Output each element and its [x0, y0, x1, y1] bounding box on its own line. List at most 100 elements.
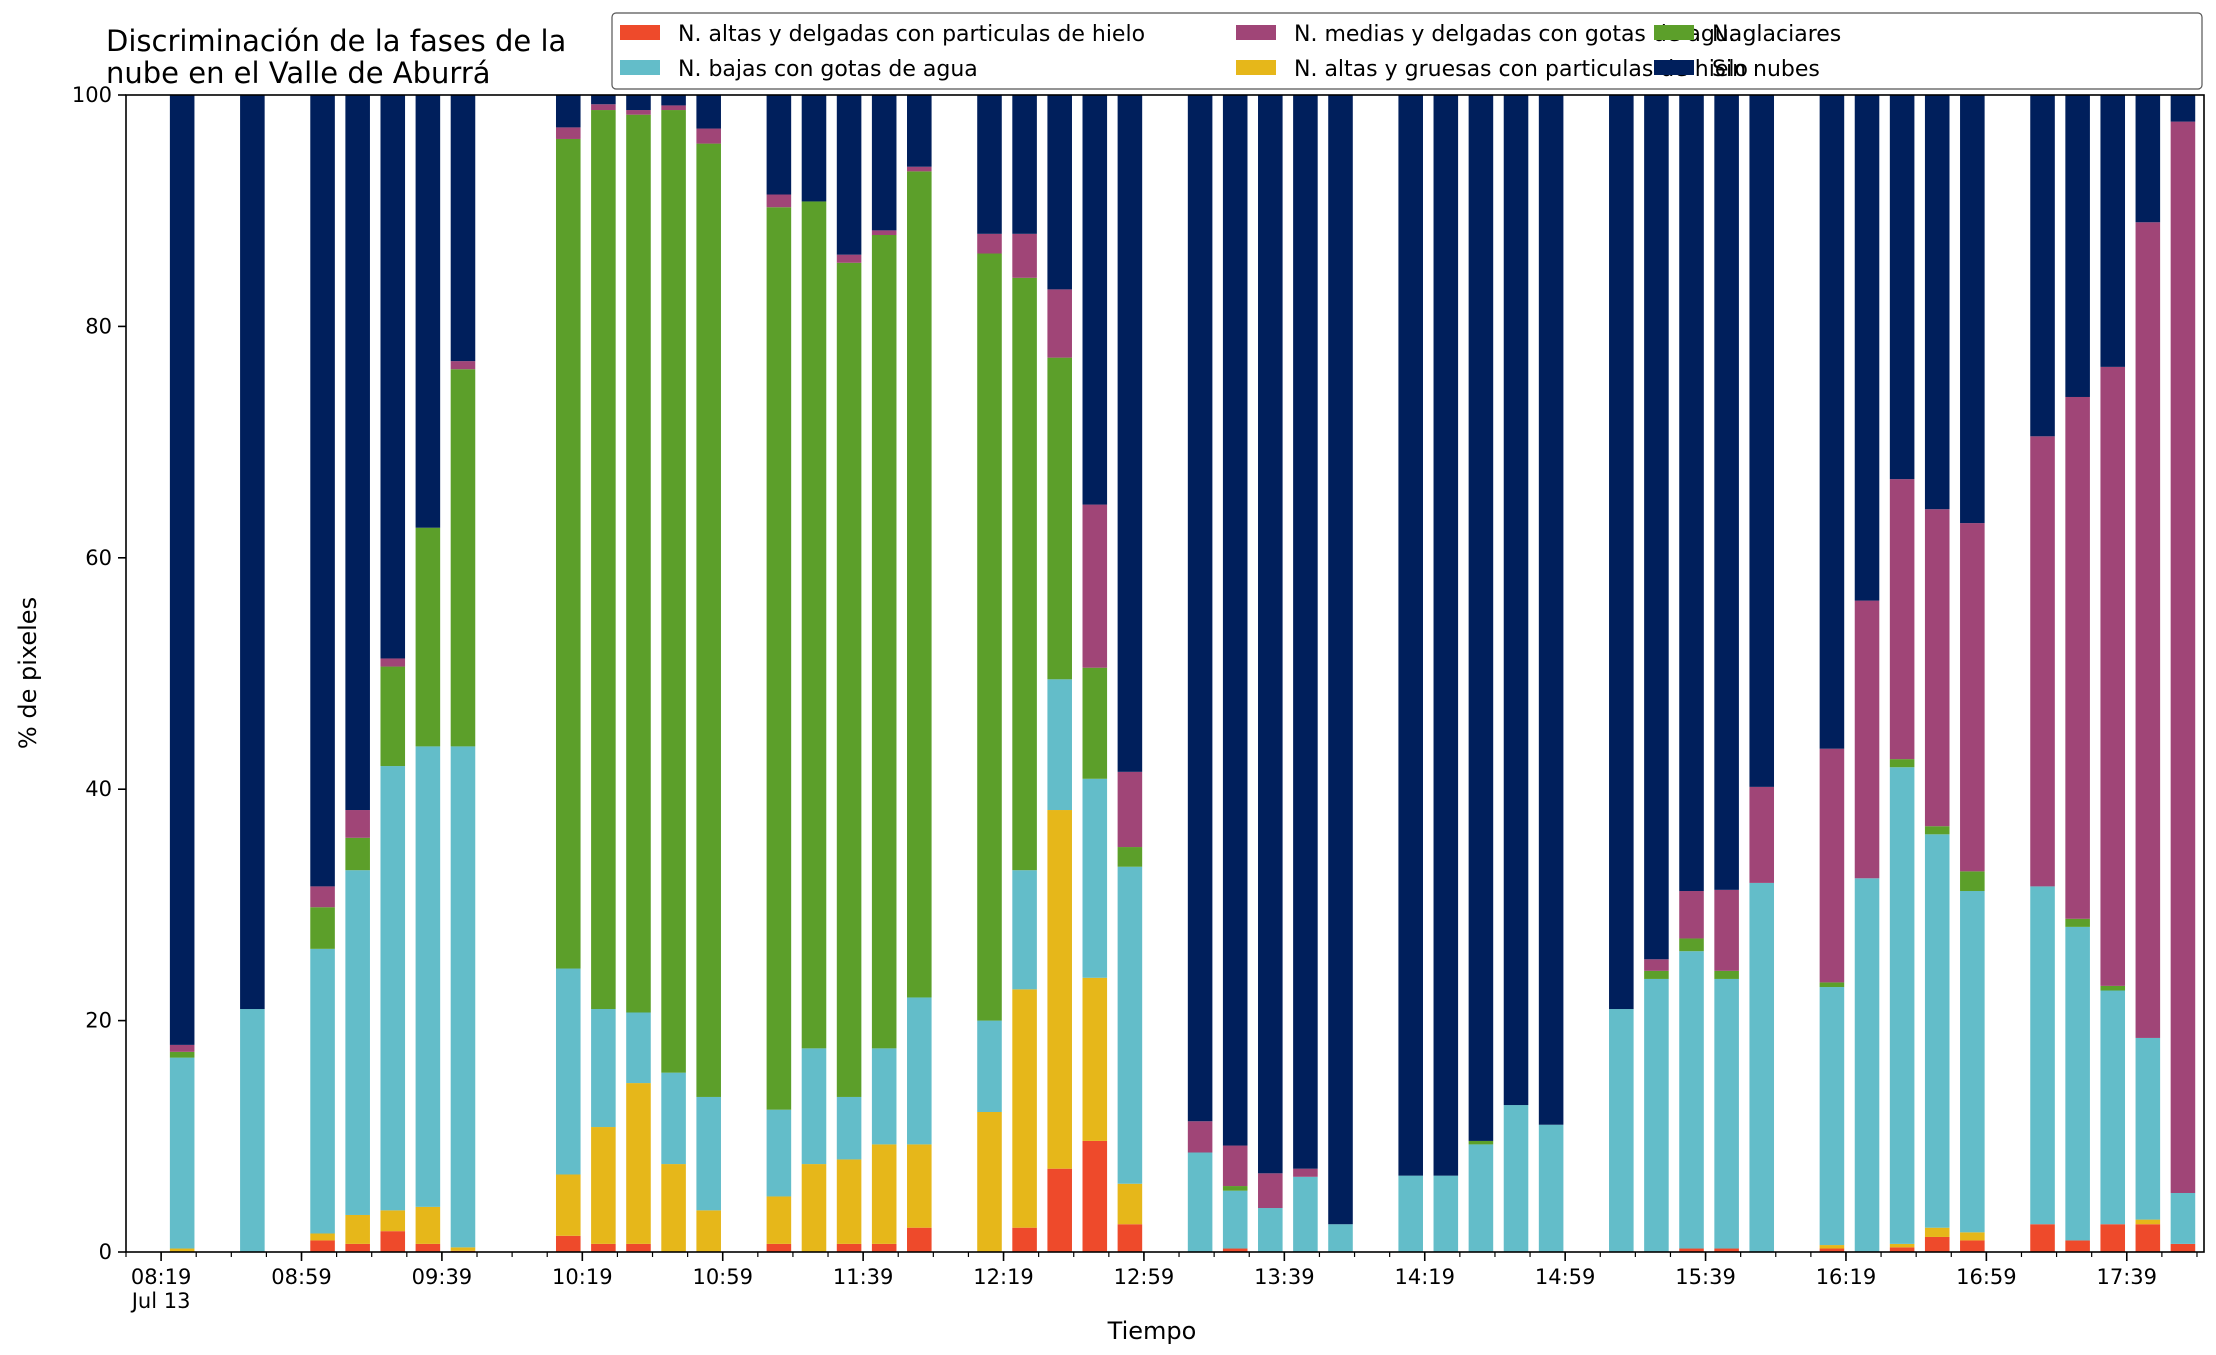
- x-tick-label-3: 10:19: [552, 1265, 613, 1289]
- bar-segment-43-0: [2065, 1240, 2090, 1252]
- legend-box: [611, 12, 2203, 90]
- bar-segment-39-5: [1889, 95, 1915, 480]
- x-tick-label-6: 12:19: [973, 1265, 1034, 1289]
- bar-segment-39-4: [1889, 479, 1915, 760]
- bar-segment-30-2: [1503, 1105, 1529, 1252]
- bar-segment-44-0: [2100, 1224, 2126, 1252]
- legend-swatch-3: [1654, 25, 1694, 40]
- bar-segment-16-1: [907, 1144, 932, 1228]
- bar-segment-39-2: [1889, 767, 1915, 1244]
- x-tick-label-1: 08:59: [271, 1265, 332, 1289]
- bar-segment-17-2: [977, 1020, 1002, 1112]
- bar-segment-21-1: [1117, 1183, 1143, 1225]
- bar-segment-12-0: [766, 1243, 792, 1252]
- bar-segment-0-4: [169, 1044, 195, 1052]
- bar-segment-20-4: [1082, 504, 1108, 668]
- bar-segment-24-4: [1258, 1173, 1283, 1209]
- bar-segment-41-2: [1960, 891, 1985, 1233]
- y-axis-label: % de pixeles: [14, 597, 42, 749]
- x-tick-label-9: 14:19: [1394, 1265, 1455, 1289]
- x-axis-label: Tiempo: [1107, 1317, 1197, 1345]
- bar-segment-43-5: [2065, 95, 2090, 397]
- bar-segment-19-1: [1047, 810, 1072, 1169]
- bar-segment-37-4: [1819, 748, 1845, 983]
- bar-segment-33-2: [1644, 978, 1669, 1252]
- bar-segment-45-2: [2135, 1037, 2161, 1220]
- bar-segment-12-5: [766, 95, 792, 195]
- bar-segment-27-2: [1398, 1175, 1423, 1252]
- bar-segment-34-5: [1679, 95, 1704, 892]
- y-tick-label-4: 80: [85, 314, 112, 338]
- x-tick-label-12: 16:19: [1816, 1265, 1877, 1289]
- bar-segment-8-3: [591, 110, 616, 1010]
- bar-segment-5-3: [415, 527, 441, 747]
- bar-segment-3-3: [345, 837, 370, 871]
- bar-segment-20-0: [1082, 1140, 1108, 1252]
- bar-segment-44-2: [2100, 990, 2126, 1225]
- bar-segment-4-5: [380, 95, 406, 659]
- bar-segment-45-4: [2135, 222, 2161, 1038]
- bar-segment-27-5: [1398, 95, 1423, 1176]
- bar-segment-22-2: [1187, 1152, 1213, 1252]
- bar-segment-18-2: [1012, 870, 1037, 990]
- bar-segment-2-3: [310, 907, 335, 949]
- bar-segment-11-2: [696, 1096, 721, 1211]
- bar-segment-19-5: [1047, 95, 1072, 290]
- bar-segment-1-2: [240, 1009, 265, 1252]
- bar-segment-3-5: [345, 95, 370, 811]
- legend-swatch-2: [620, 60, 660, 75]
- bar-segment-44-3: [2100, 985, 2126, 991]
- bar-segment-24-2: [1258, 1208, 1283, 1252]
- bar-segment-21-4: [1117, 771, 1143, 848]
- bar-segment-40-0: [1924, 1236, 1950, 1252]
- bar-segment-17-4: [977, 233, 1002, 254]
- bar-segment-46-2: [2170, 1192, 2196, 1244]
- bar-segment-22-5: [1187, 95, 1213, 1122]
- bar-segment-33-5: [1644, 95, 1669, 960]
- bar-segment-20-3: [1082, 667, 1108, 779]
- bar-segment-11-1: [696, 1210, 721, 1252]
- x-tick-label-10: 14:59: [1535, 1265, 1596, 1289]
- bar-segment-29-5: [1468, 95, 1494, 1141]
- bar-segment-40-5: [1924, 95, 1950, 510]
- x-date-label: Jul 13: [130, 1289, 191, 1313]
- bar-segment-46-5: [2170, 95, 2196, 122]
- bar-segment-32-2: [1609, 1009, 1634, 1252]
- y-axis: 0 20 40 60 80 100: [72, 83, 126, 1264]
- chart-title-line-2: nube en el Valle de Aburrá: [106, 56, 491, 90]
- bar-segment-43-4: [2065, 396, 2090, 919]
- bar-segment-10-3: [661, 110, 686, 1073]
- bar-segment-10-1: [661, 1164, 686, 1252]
- bar-segment-3-0: [345, 1243, 370, 1252]
- x-tick-label-2: 09:39: [412, 1265, 473, 1289]
- bar-segment-38-4: [1854, 600, 1880, 879]
- bar-segment-9-0: [626, 1243, 651, 1252]
- bar-segment-4-0: [380, 1231, 406, 1252]
- bar-segment-4-3: [380, 666, 406, 767]
- bar-segment-42-2: [2030, 886, 2055, 1225]
- bar-segment-6-5: [450, 95, 476, 362]
- bar-segment-23-3: [1222, 1186, 1248, 1191]
- plot-area: [169, 95, 2196, 1252]
- bar-segment-25-2: [1293, 1176, 1318, 1252]
- bar-segment-43-3: [2065, 918, 2090, 927]
- bar-segment-23-2: [1222, 1190, 1248, 1249]
- bar-segment-11-4: [696, 128, 721, 144]
- bar-segment-16-4: [907, 166, 932, 172]
- bar-segment-21-0: [1117, 1224, 1143, 1252]
- bar-segment-23-0: [1222, 1248, 1248, 1252]
- bar-segment-35-5: [1714, 95, 1739, 890]
- legend-swatch-0: [620, 25, 660, 40]
- bar-segment-17-3: [977, 253, 1002, 1021]
- bar-segment-6-4: [450, 361, 476, 370]
- bar-segment-15-4: [871, 230, 897, 235]
- bar-segment-24-5: [1258, 95, 1283, 1174]
- bar-segment-13-3: [801, 201, 827, 1049]
- bar-segment-15-2: [871, 1048, 897, 1145]
- bar-segment-7-4: [555, 127, 581, 139]
- bar-segment-41-4: [1960, 523, 1985, 872]
- bar-segment-9-3: [626, 114, 651, 1013]
- bar-segment-42-5: [2030, 95, 2055, 437]
- bar-segment-7-2: [555, 968, 581, 1175]
